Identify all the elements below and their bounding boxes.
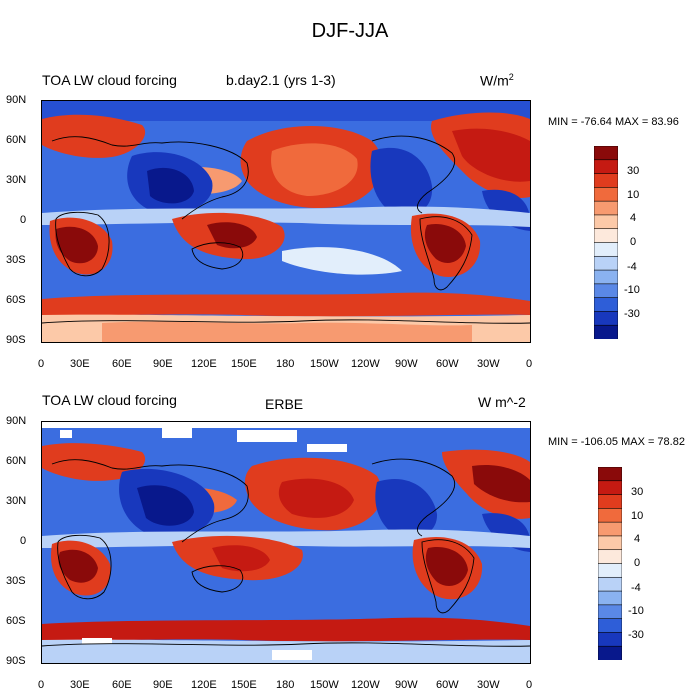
colorbar-segment <box>594 324 618 339</box>
x-tick-label: 0 <box>38 679 45 691</box>
colorbar-tick-label: 30 <box>631 486 644 498</box>
colorbar-tick-label: -10 <box>628 605 644 617</box>
x-tick-label: 90W <box>395 358 418 370</box>
colorbar-segment <box>594 269 618 285</box>
panel-left-title: TOA LW cloud forcing <box>42 392 177 408</box>
colorbar-segment <box>598 604 622 620</box>
colorbar-segment <box>594 255 618 271</box>
colorbar-segment <box>598 480 622 496</box>
colorbar-segment <box>598 549 622 565</box>
x-tick-label: 30E <box>70 679 90 691</box>
colorbar-segment <box>598 563 622 579</box>
colorbar-tick-label: -4 <box>627 261 637 273</box>
colorbar-segment <box>594 214 618 230</box>
x-tick-label: 120E <box>191 679 217 691</box>
x-tick-label: 150E <box>231 358 257 370</box>
colorbar-segment <box>598 576 622 592</box>
x-tick-label: 120W <box>351 358 380 370</box>
colorbar-segment <box>594 159 618 175</box>
figure-title: DJF-JJA <box>311 20 389 42</box>
colorbar-segment <box>598 521 622 537</box>
colorbar-tick-label: 4 <box>634 533 641 545</box>
y-tick-label: 0 <box>20 535 27 547</box>
y-tick-label: 90S <box>6 334 26 346</box>
colorbar-tick-label: 10 <box>627 189 640 201</box>
x-tick-label: 60W <box>436 358 459 370</box>
colorbar-tick-label: 30 <box>627 165 640 177</box>
colorbar-tick-label: -30 <box>628 629 644 641</box>
y-tick-label: 30S <box>6 575 26 587</box>
colorbar-segment <box>594 200 618 216</box>
x-tick-label: 150W <box>310 679 339 691</box>
x-tick-label: 0 <box>38 358 45 370</box>
x-tick-label: 60E <box>112 679 132 691</box>
x-tick-label: 120W <box>351 679 380 691</box>
panel-units: W/m2 <box>480 72 514 89</box>
map-plot-area <box>41 100 531 343</box>
y-tick-label: 90S <box>6 655 26 667</box>
colorbar-segment <box>594 242 618 258</box>
colorbar-tick-label: 0 <box>630 236 637 248</box>
colorbar-segment <box>598 508 622 523</box>
colorbar-tick-label: -10 <box>624 284 640 296</box>
y-tick-label: 60S <box>6 615 26 627</box>
y-tick-label: 90N <box>6 94 27 106</box>
x-tick-label: 60E <box>112 358 132 370</box>
colorbar-segment <box>598 632 622 648</box>
x-tick-label: 30W <box>477 679 500 691</box>
colorbar-tick-label: 4 <box>630 212 637 224</box>
colorbar-segment <box>598 467 622 482</box>
colorbar-segment <box>598 645 622 660</box>
units-base: W/m <box>480 72 509 89</box>
colorbar-segment <box>598 535 622 551</box>
colorbar <box>598 467 622 660</box>
y-tick-label: 60S <box>6 294 26 306</box>
colorbar-segment <box>594 311 618 327</box>
panel-units: W m^-2 <box>478 394 526 410</box>
colorbar-segment <box>598 618 622 634</box>
x-tick-label: 150W <box>310 358 339 370</box>
x-tick-label: 0 <box>526 679 533 691</box>
map-contour-field <box>42 101 530 342</box>
colorbar-tick-label: 0 <box>634 557 641 569</box>
min-max-label: MIN = -106.05 MAX = 78.82 <box>548 436 685 448</box>
x-tick-label: 150E <box>231 679 257 691</box>
x-tick-label: 120E <box>191 358 217 370</box>
units-superscript: 2 <box>508 72 514 82</box>
colorbar-segment <box>594 187 618 202</box>
colorbar-segment <box>598 494 622 510</box>
x-tick-label: 0 <box>526 358 533 370</box>
y-tick-label: 30N <box>6 495 27 507</box>
panel-center-title: ERBE <box>265 396 304 412</box>
panel-center-title: b.day2.1 (yrs 1-3) <box>226 72 336 88</box>
x-tick-label: 180 <box>276 679 295 691</box>
colorbar-segment <box>598 590 622 606</box>
y-tick-label: 60N <box>6 455 27 467</box>
y-tick-label: 0 <box>20 214 27 226</box>
colorbar-tick-label: 10 <box>631 510 644 522</box>
y-tick-label: 30N <box>6 174 27 186</box>
y-tick-label: 30S <box>6 254 26 266</box>
min-max-label: MIN = -76.64 MAX = 83.96 <box>548 116 679 128</box>
colorbar-tick-label: -30 <box>624 308 640 320</box>
colorbar-segment <box>594 228 618 244</box>
colorbar-segment <box>594 146 618 161</box>
colorbar-segment <box>594 283 618 299</box>
colorbar-tick-label: -4 <box>631 582 641 594</box>
map-contour-field <box>42 422 530 663</box>
x-tick-label: 180 <box>276 358 295 370</box>
panel-left-title: TOA LW cloud forcing <box>42 72 177 88</box>
x-tick-label: 90E <box>153 679 173 691</box>
colorbar-segment <box>594 297 618 313</box>
y-tick-label: 90N <box>6 415 27 427</box>
colorbar <box>594 146 618 339</box>
x-tick-label: 30W <box>477 358 500 370</box>
x-tick-label: 90W <box>395 679 418 691</box>
map-plot-area <box>41 421 531 664</box>
y-tick-label: 60N <box>6 134 27 146</box>
x-tick-label: 30E <box>70 358 90 370</box>
colorbar-segment <box>594 173 618 189</box>
x-tick-label: 90E <box>153 358 173 370</box>
x-tick-label: 60W <box>436 679 459 691</box>
